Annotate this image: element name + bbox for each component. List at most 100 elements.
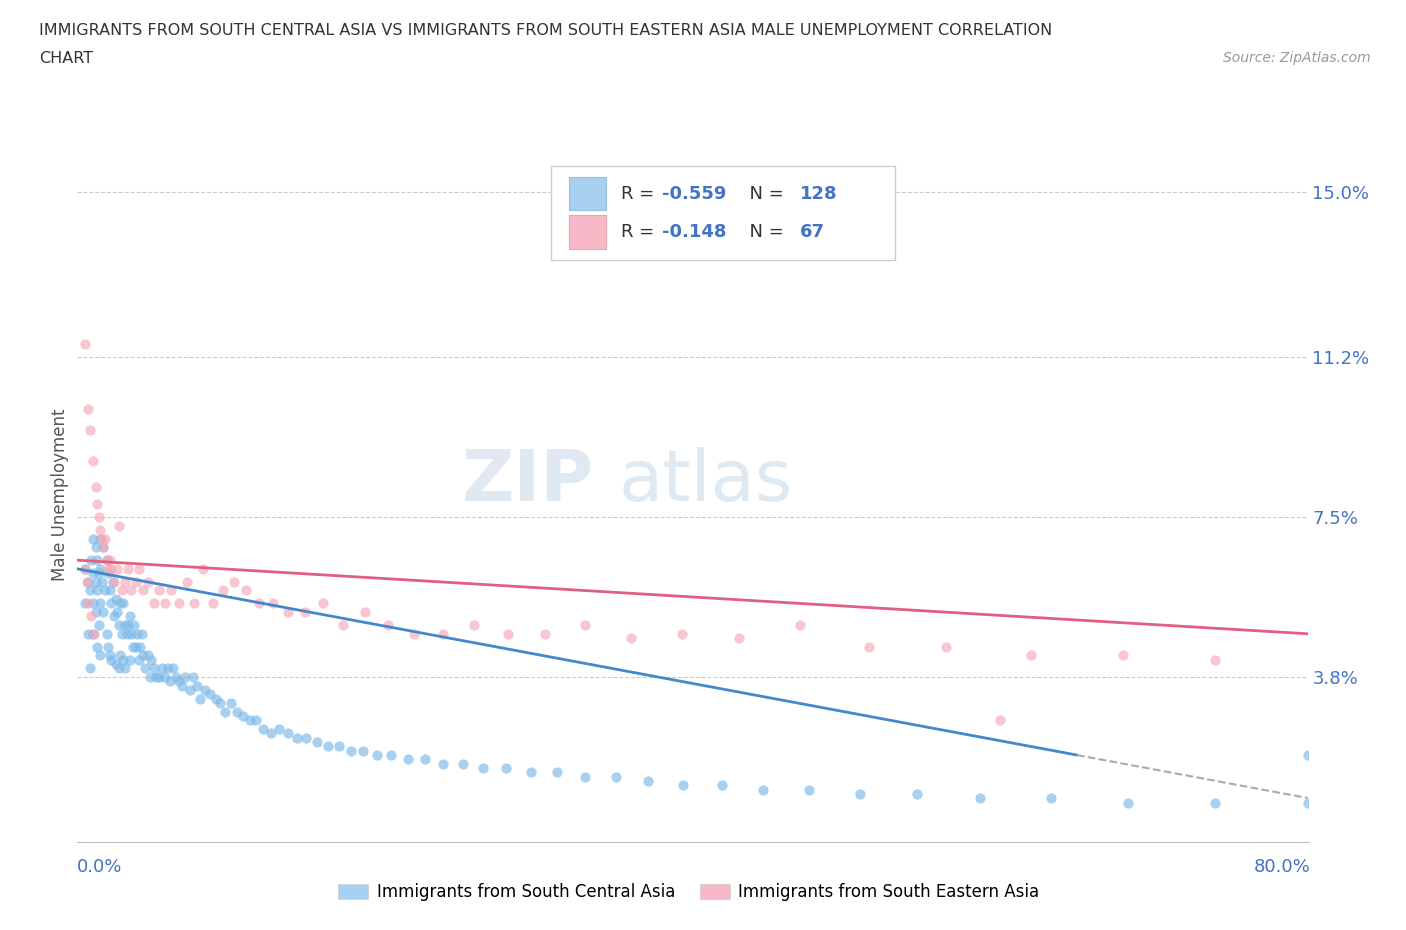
Bar [569, 178, 606, 210]
Point [307, 735, 329, 750]
Point [110, 596, 132, 611]
Point [89, 648, 111, 663]
Point [98, 648, 121, 663]
Point [121, 639, 143, 654]
Point [84, 575, 107, 590]
Point [79, 661, 101, 676]
Point [672, 777, 695, 792]
Point [82, 565, 104, 580]
Point [73, 337, 96, 352]
Point [82, 596, 104, 611]
Point [413, 752, 436, 767]
Point [87, 618, 110, 632]
Point [125, 639, 148, 654]
Point [294, 604, 316, 619]
Point [432, 756, 454, 771]
Point [86, 639, 108, 654]
Point [153, 670, 176, 684]
Point [789, 618, 811, 632]
Point [132, 648, 155, 663]
Point [79, 423, 101, 438]
Point [117, 618, 139, 632]
Point [111, 627, 134, 642]
Point [252, 722, 274, 737]
Point [110, 648, 132, 663]
Point [89, 596, 111, 611]
Point [858, 639, 880, 654]
Point [136, 648, 159, 663]
Point [115, 627, 138, 642]
Point [1296, 795, 1319, 810]
Point [114, 618, 136, 632]
Point [90, 575, 114, 590]
Point [637, 774, 659, 789]
Point [89, 523, 111, 538]
Point [84, 604, 107, 619]
Point [97, 565, 120, 580]
Point [183, 596, 205, 611]
Point [214, 704, 236, 719]
Point [620, 631, 643, 645]
Text: -0.559: -0.559 [662, 185, 725, 203]
Point [80, 609, 103, 624]
Point [1112, 648, 1135, 663]
Point [1204, 652, 1226, 667]
Point [574, 769, 596, 784]
Point [162, 661, 184, 676]
Point [277, 604, 299, 619]
Point [132, 583, 155, 598]
Point [472, 761, 495, 776]
Point [87, 510, 110, 525]
Point [239, 713, 262, 728]
Point [128, 562, 150, 577]
Point [84, 479, 107, 494]
Text: 128: 128 [800, 185, 837, 203]
Point [105, 562, 128, 577]
Point [799, 782, 821, 797]
Point [125, 575, 148, 590]
Point [114, 661, 136, 676]
Point [73, 596, 96, 611]
Point [98, 583, 121, 598]
Point [174, 670, 197, 684]
Point [82, 627, 104, 642]
Text: 0.0%: 0.0% [77, 858, 122, 876]
Y-axis label: Male Unemployment: Male Unemployment [51, 409, 69, 581]
Point [201, 596, 224, 611]
Point [96, 552, 118, 567]
Text: R =: R = [621, 223, 659, 241]
Point [496, 627, 519, 642]
Point [380, 748, 402, 763]
Point [219, 696, 242, 711]
Point [453, 756, 475, 771]
Point [186, 678, 208, 693]
Point [209, 696, 232, 711]
Point [267, 722, 290, 737]
Point [710, 777, 733, 792]
Point [143, 596, 166, 611]
Text: 67: 67 [800, 223, 824, 241]
Point [96, 552, 118, 567]
Point [138, 670, 160, 684]
Point [136, 575, 159, 590]
Point [432, 627, 454, 642]
Point [100, 596, 122, 611]
Point [153, 596, 176, 611]
Point [352, 743, 374, 758]
Point [157, 661, 180, 676]
Point [145, 670, 167, 684]
Point [404, 627, 426, 642]
Point [82, 453, 104, 468]
Point [104, 591, 127, 606]
Point [118, 609, 141, 624]
Point [752, 782, 775, 797]
Point [73, 562, 96, 577]
Point [181, 670, 204, 684]
Point [167, 674, 190, 689]
Text: 80.0%: 80.0% [1254, 858, 1310, 876]
Point [1039, 790, 1062, 805]
Point [312, 596, 335, 611]
Text: CHART: CHART [39, 51, 93, 66]
Point [94, 531, 117, 546]
Point [232, 709, 254, 724]
